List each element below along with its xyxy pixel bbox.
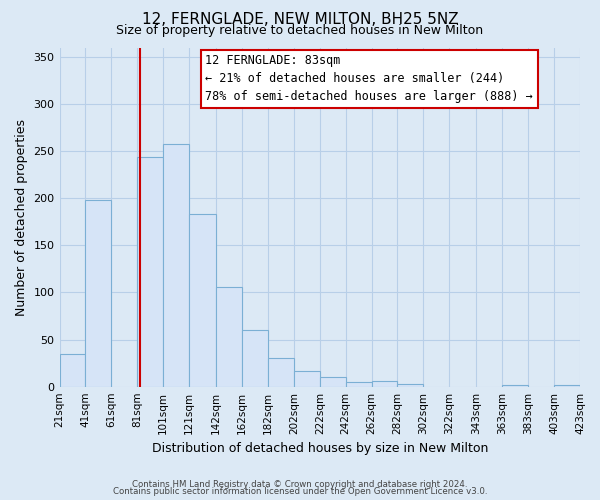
Bar	[189, 214, 216, 386]
Bar	[242, 330, 268, 386]
Bar	[554, 385, 580, 386]
Bar	[59, 354, 85, 386]
Text: Size of property relative to detached houses in New Milton: Size of property relative to detached ho…	[116, 24, 484, 37]
Bar	[397, 384, 424, 386]
Bar	[580, 385, 600, 386]
Bar	[371, 381, 397, 386]
Text: Contains public sector information licensed under the Open Government Licence v3: Contains public sector information licen…	[113, 487, 487, 496]
Bar	[163, 144, 189, 386]
Bar	[294, 370, 320, 386]
Bar	[346, 382, 371, 386]
Text: 12 FERNGLADE: 83sqm
← 21% of detached houses are smaller (244)
78% of semi-detac: 12 FERNGLADE: 83sqm ← 21% of detached ho…	[205, 54, 533, 104]
Text: 12, FERNGLADE, NEW MILTON, BH25 5NZ: 12, FERNGLADE, NEW MILTON, BH25 5NZ	[142, 12, 458, 28]
Bar	[85, 200, 112, 386]
Bar	[137, 157, 163, 386]
Bar	[216, 287, 242, 386]
Bar	[502, 385, 528, 386]
Bar	[320, 378, 346, 386]
X-axis label: Distribution of detached houses by size in New Milton: Distribution of detached houses by size …	[152, 442, 488, 455]
Text: Contains HM Land Registry data © Crown copyright and database right 2024.: Contains HM Land Registry data © Crown c…	[132, 480, 468, 489]
Y-axis label: Number of detached properties: Number of detached properties	[15, 118, 28, 316]
Bar	[268, 358, 294, 386]
